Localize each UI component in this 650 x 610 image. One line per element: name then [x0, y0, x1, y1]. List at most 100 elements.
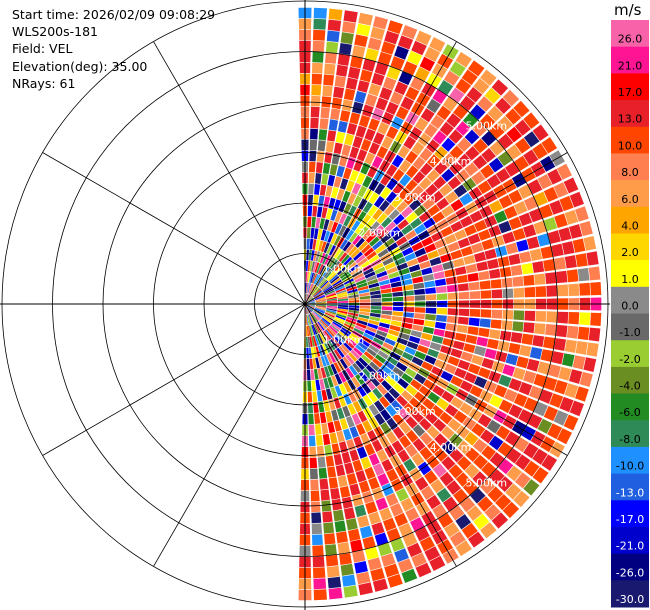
range-gate: [307, 205, 313, 217]
range-gate: [384, 262, 396, 270]
range-gate: [535, 311, 547, 322]
range-gate: [316, 206, 323, 218]
range-gate: [453, 488, 469, 504]
range-gate: [306, 336, 309, 348]
range-gate: [373, 132, 385, 145]
range-gate: [433, 328, 445, 337]
range-gate: [414, 66, 430, 82]
range-gate: [369, 312, 381, 318]
range-gate: [337, 300, 349, 303]
range-gate: [335, 334, 345, 344]
range-gate: [355, 254, 366, 264]
range-gate: [441, 390, 455, 403]
range-gate: [311, 501, 321, 513]
range-gate: [342, 405, 351, 418]
range-gate: [354, 561, 368, 574]
range-gate: [323, 219, 330, 231]
range-gate: [342, 574, 356, 587]
range-gate: [320, 280, 329, 289]
range-gate: [425, 411, 438, 425]
instrument-text: WLS200s-181: [12, 24, 98, 40]
range-gate: [575, 386, 589, 402]
range-gate: [333, 362, 342, 373]
range-gate: [376, 146, 388, 159]
range-gate: [497, 476, 513, 492]
range-gate: [312, 545, 324, 557]
range-gate: [488, 225, 502, 238]
range-gate: [559, 195, 574, 212]
range-gate: [583, 357, 597, 372]
range-gate: [478, 327, 490, 338]
range-gate: [317, 456, 326, 468]
range-gate: [481, 131, 497, 147]
range-gate: [377, 275, 389, 282]
range-gate: [414, 288, 425, 295]
range-gate: [456, 324, 468, 334]
range-gate: [316, 302, 327, 304]
range-gate: [429, 257, 442, 266]
range-gate: [367, 205, 378, 217]
range-gate: [410, 517, 425, 532]
range-gate: [343, 10, 358, 23]
range-gate: [410, 270, 422, 278]
range-gate: [387, 20, 403, 34]
range-gate: [386, 164, 398, 177]
range-gate: [575, 253, 588, 267]
range-gate: [450, 199, 464, 212]
range-gate: [377, 51, 392, 66]
range-gate: [395, 236, 408, 247]
range-gate: [405, 444, 418, 458]
range-gate: [352, 136, 363, 149]
range-gate: [477, 180, 492, 195]
range-gate: [337, 294, 348, 298]
range-gate: [307, 216, 312, 228]
range-gate: [317, 264, 324, 275]
range-gate: [368, 254, 380, 264]
range-gate: [346, 316, 358, 322]
range-gate: [336, 313, 347, 319]
range-gate: [317, 345, 323, 357]
range-gate: [448, 464, 463, 479]
range-gate: [433, 271, 445, 280]
range-gate: [375, 97, 389, 111]
range-gate: [353, 273, 364, 281]
range-gate: [380, 314, 392, 320]
range-gate: [434, 161, 448, 175]
range-gate: [333, 262, 343, 272]
range-gate: [386, 356, 398, 366]
range-gate: [389, 276, 401, 284]
range-gate: [328, 245, 336, 256]
range-gate: [466, 505, 483, 521]
range-gate: [323, 315, 333, 323]
range-gate: [523, 479, 540, 496]
range-gate: [352, 234, 362, 246]
range-gate: [392, 168, 405, 182]
range-gate: [321, 389, 328, 401]
range-gate: [363, 247, 375, 257]
range-gate: [590, 312, 602, 326]
range-gate: [369, 361, 380, 372]
ray: [305, 304, 520, 519]
range-gate: [529, 208, 543, 223]
range-gate: [308, 424, 315, 436]
range-gate: [305, 293, 308, 304]
range-gate: [465, 447, 480, 462]
range-gate: [516, 356, 529, 369]
range-gate: [320, 241, 327, 253]
range-gate: [353, 327, 364, 335]
range-gate: [427, 391, 441, 404]
range-gate: [473, 454, 488, 470]
range-gate: [405, 86, 420, 101]
range-gate: [479, 205, 493, 218]
range-gate: [457, 316, 469, 325]
range-gate: [320, 107, 330, 119]
range-gate: [404, 252, 416, 262]
range-gate: [353, 159, 364, 172]
range-gate: [519, 345, 532, 357]
range-gate: [443, 70, 460, 86]
range-gate: [327, 130, 337, 142]
range-gate: [406, 341, 419, 350]
range-gate: [359, 69, 373, 83]
range-gate: [452, 340, 465, 350]
range-gate: [352, 195, 362, 208]
